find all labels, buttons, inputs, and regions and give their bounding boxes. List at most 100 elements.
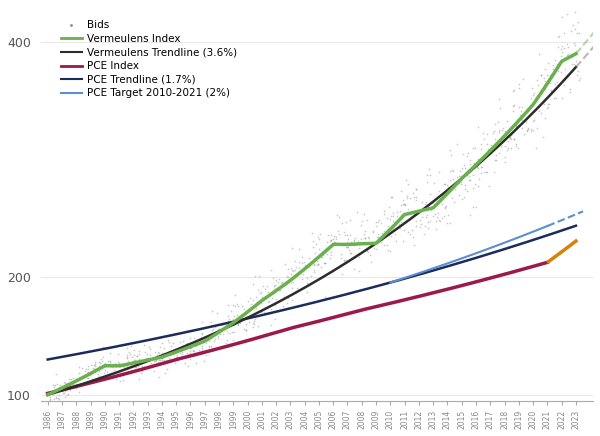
- Point: [386, 247, 395, 254]
- Point: [294, 258, 304, 265]
- Point: [511, 143, 520, 150]
- Point: [71, 385, 80, 392]
- Point: [346, 238, 356, 245]
- Point: [511, 124, 521, 131]
- Point: [457, 165, 467, 172]
- Point: [162, 357, 172, 364]
- Point: [172, 348, 181, 355]
- Point: [152, 357, 161, 364]
- Point: [275, 276, 284, 283]
- Point: [536, 72, 545, 78]
- Point: [369, 245, 379, 252]
- Point: [287, 296, 296, 303]
- Point: [97, 357, 107, 364]
- Point: [251, 272, 260, 279]
- Point: [328, 235, 338, 242]
- Point: [434, 188, 444, 195]
- Point: [313, 261, 323, 268]
- Point: [194, 347, 204, 354]
- Point: [350, 234, 360, 241]
- Point: [323, 244, 332, 251]
- Point: [320, 294, 329, 301]
- Point: [396, 211, 406, 218]
- Point: [232, 300, 242, 307]
- Point: [45, 393, 55, 400]
- Point: [468, 172, 478, 179]
- Point: [477, 164, 487, 170]
- Point: [271, 282, 280, 289]
- Point: [482, 131, 492, 138]
- Point: [540, 86, 550, 93]
- Point: [429, 180, 439, 187]
- Point: [302, 274, 312, 281]
- Point: [83, 362, 93, 369]
- Point: [94, 372, 103, 379]
- Point: [62, 380, 71, 387]
- Point: [106, 370, 116, 377]
- Point: [559, 29, 568, 36]
- Point: [85, 372, 95, 379]
- Point: [548, 66, 557, 73]
- Point: [422, 199, 431, 206]
- Point: [250, 315, 260, 322]
- Point: [232, 311, 241, 318]
- Point: [432, 213, 442, 220]
- Point: [401, 201, 410, 208]
- Point: [495, 105, 505, 112]
- Point: [89, 366, 99, 373]
- Point: [374, 234, 383, 241]
- Point: [472, 163, 481, 170]
- Point: [297, 276, 307, 283]
- Point: [71, 381, 81, 388]
- Point: [287, 244, 297, 251]
- Point: [337, 220, 347, 227]
- Point: [272, 295, 281, 302]
- Point: [326, 238, 335, 245]
- Point: [97, 364, 106, 371]
- Point: [532, 125, 542, 132]
- Point: [215, 325, 224, 332]
- Point: [514, 81, 524, 88]
- Point: [313, 261, 322, 268]
- Point: [279, 293, 289, 300]
- Point: [338, 270, 347, 277]
- Point: [377, 230, 386, 237]
- Point: [235, 320, 245, 327]
- Point: [65, 378, 75, 385]
- Point: [535, 51, 544, 58]
- Point: [218, 330, 227, 337]
- Point: [225, 317, 235, 324]
- Point: [481, 169, 490, 176]
- Point: [445, 219, 455, 226]
- Point: [155, 344, 165, 351]
- Point: [534, 102, 544, 109]
- Point: [105, 371, 115, 378]
- Point: [66, 376, 76, 383]
- Point: [523, 126, 532, 133]
- Point: [318, 274, 328, 281]
- Point: [435, 197, 445, 204]
- Point: [240, 315, 250, 322]
- Point: [131, 363, 140, 370]
- Point: [505, 134, 515, 141]
- Point: [223, 313, 233, 320]
- Point: [284, 266, 293, 273]
- Point: [177, 344, 187, 351]
- Point: [368, 228, 377, 235]
- Point: [434, 217, 444, 224]
- Point: [80, 378, 90, 385]
- Point: [270, 316, 280, 323]
- Point: [326, 252, 336, 259]
- Point: [251, 293, 261, 300]
- Point: [456, 173, 466, 180]
- Point: [276, 280, 286, 287]
- Point: [103, 357, 113, 364]
- Point: [408, 189, 418, 196]
- Point: [422, 178, 431, 185]
- Point: [523, 124, 533, 131]
- Point: [325, 255, 334, 262]
- Point: [249, 321, 259, 328]
- Point: [266, 306, 275, 313]
- Point: [385, 216, 395, 223]
- Point: [263, 298, 273, 305]
